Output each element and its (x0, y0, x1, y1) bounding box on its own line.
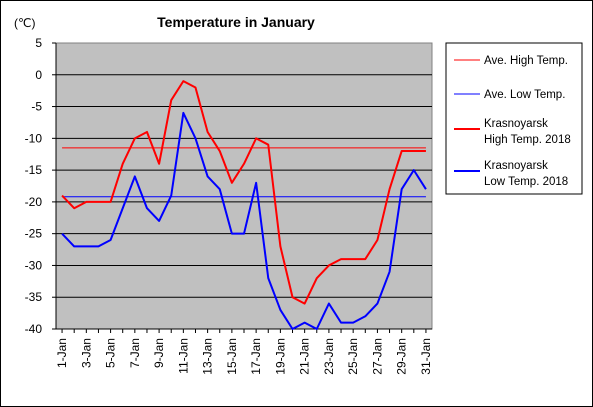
x-tick-label: 21-Jan (298, 338, 312, 375)
unit-label: (℃) (14, 16, 35, 30)
legend-label-3-line-1: Low Temp. 2018 (484, 176, 568, 188)
x-tick-label: 17-Jan (249, 338, 263, 375)
y-tick-label: -25 (25, 227, 43, 241)
plot-area (55, 42, 433, 330)
y-tick-label: -5 (31, 100, 42, 114)
series-line-3 (61, 111, 427, 330)
legend-label-0: Ave. High Temp. (484, 55, 568, 67)
y-tick-label: 0 (35, 68, 42, 82)
x-tick-label: 15-Jan (225, 338, 239, 375)
x-tick-label: 1-Jan (55, 338, 69, 368)
x-tick-label: 31-Jan (419, 338, 433, 375)
x-tick-label: 3-Jan (79, 338, 93, 368)
x-tick-label: 25-Jan (346, 338, 360, 375)
y-tick-label: -30 (25, 258, 43, 272)
x-tick-label: 7-Jan (128, 338, 142, 368)
x-tick-label: 11-Jan (176, 338, 190, 374)
x-tick-label: 29-Jan (395, 338, 409, 375)
series-lines (61, 80, 427, 330)
x-tick-label: 9-Jan (152, 338, 166, 368)
y-tick-label: 5 (35, 36, 42, 50)
legend-label-2-line-0: Krasnoyarsk (484, 118, 548, 130)
y-tick-label: -40 (25, 322, 43, 336)
x-tick-label: 27-Jan (370, 338, 384, 375)
y-axis: 5 0 -5 -10 -15 -20 -25 -30 -35 -40 (25, 36, 57, 336)
legend-label-2-line-1: High Temp. 2018 (484, 134, 571, 146)
y-tick-label: -20 (25, 195, 43, 209)
series-line-2 (61, 80, 426, 305)
legend: Ave. High Temp. Ave. Low Temp. Krasnoyarsk… (445, 42, 583, 195)
chart-title: Temperature in January (157, 14, 315, 30)
x-tick-label: 13-Jan (201, 338, 215, 375)
legend-label-3-line-0: Krasnoyarsk (484, 160, 548, 172)
x-axis: 1-Jan 3-Jan 5-Jan 7-Jan 9-Jan 11-Jan 13-Jan 15-… (55, 328, 433, 375)
legend-label-1: Ave. Low Temp. (484, 89, 565, 101)
y-tick-label: -10 (25, 131, 43, 145)
x-tick-label: 23-Jan (322, 338, 336, 375)
x-tick-label: 5-Jan (104, 338, 118, 368)
x-tick-label: 19-Jan (273, 338, 287, 375)
legend-box (445, 42, 583, 195)
y-tick-label: -15 (25, 163, 43, 177)
y-tick-label: -35 (25, 290, 43, 304)
